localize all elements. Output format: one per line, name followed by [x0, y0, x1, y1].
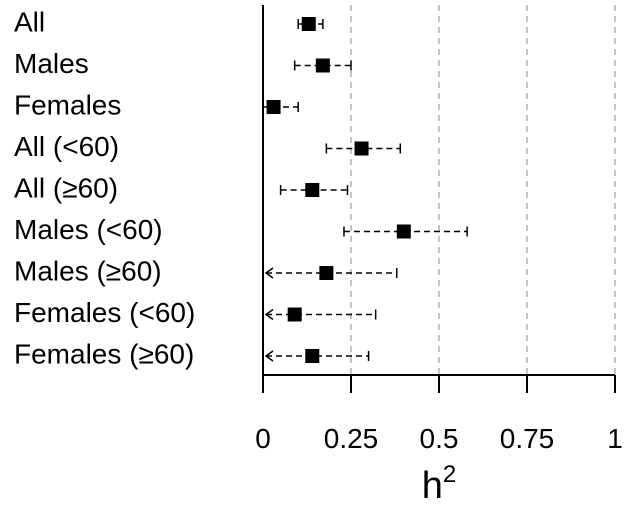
- point-estimate: [301, 17, 316, 31]
- point-estimate: [266, 100, 281, 114]
- category-label: Females (≥60): [14, 338, 194, 369]
- category-labels: All Males Females All (<60) All (≥60) Males (…: [14, 6, 195, 369]
- x-tick-label: 0.5: [420, 423, 459, 454]
- x-axis-label: h2: [422, 461, 457, 505]
- point-estimate: [287, 307, 302, 322]
- ci-truncation-arrow: [264, 308, 274, 321]
- category-label: Males: [14, 48, 89, 79]
- point-estimate: [315, 58, 330, 73]
- x-axis-label-superscript: 2: [443, 461, 456, 488]
- point-estimate: [305, 183, 320, 197]
- ci-truncation-arrow: [264, 267, 274, 279]
- category-label: All (≥60): [14, 172, 118, 203]
- category-label: Males (≥60): [14, 255, 162, 286]
- data-rows: [262, 17, 468, 363]
- x-tick-label: 1: [607, 423, 623, 454]
- reference-lines: [350, 5, 616, 375]
- x-tick-label: 0.25: [324, 423, 379, 454]
- category-label: Females: [14, 89, 121, 120]
- x-axis-label-base: h: [422, 465, 443, 505]
- category-label: All: [14, 6, 45, 37]
- category-label: Males (<60): [14, 214, 163, 245]
- point-estimate: [396, 224, 411, 239]
- category-label: All (<60): [14, 131, 119, 162]
- category-label: Females (<60): [14, 297, 195, 328]
- point-estimate: [354, 141, 369, 156]
- point-estimate: [319, 266, 334, 280]
- point-estimate: [305, 349, 320, 363]
- ci-truncation-arrow: [264, 350, 274, 362]
- x-ticks: 0 0.25 0.5 0.75 1: [255, 375, 623, 454]
- x-tick-label: 0: [255, 423, 271, 454]
- x-tick-label: 0.75: [500, 423, 555, 454]
